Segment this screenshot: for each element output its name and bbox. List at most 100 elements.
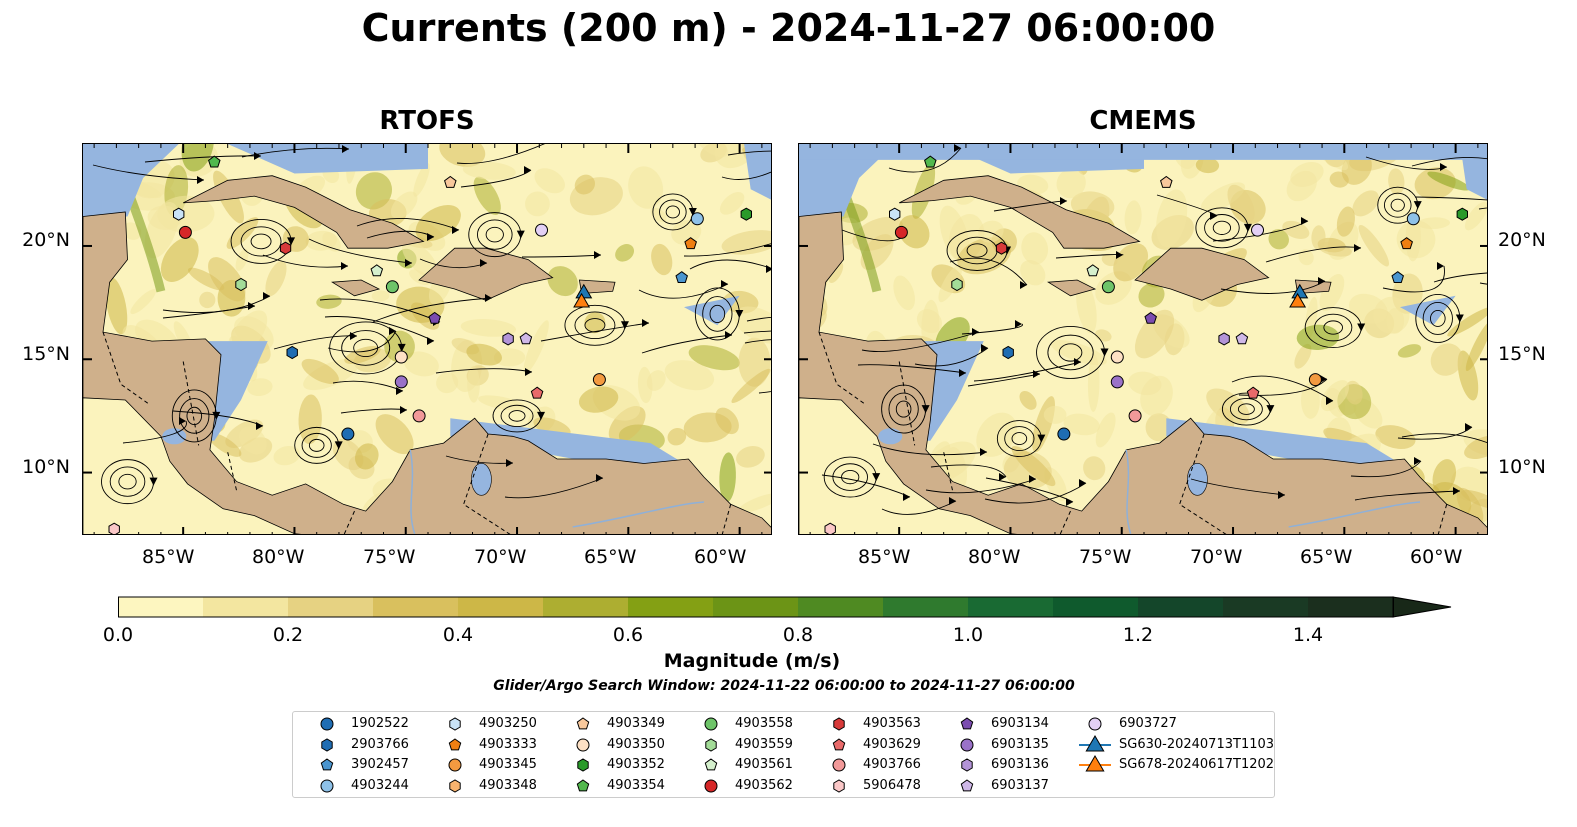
argo-marker-6903134[interactable]	[428, 311, 441, 324]
streamline-arrow	[1440, 163, 1447, 171]
legend-marker-icon[interactable]	[705, 737, 717, 752]
legend-marker-icon[interactable]	[576, 717, 590, 730]
argo-marker-4903563[interactable]	[995, 241, 1008, 255]
argo-marker-6903137[interactable]	[1235, 332, 1249, 345]
streamline	[1422, 302, 1453, 335]
country-border	[462, 433, 511, 534]
legend-glider-icon[interactable]	[1085, 755, 1105, 772]
argo-marker-4903352[interactable]	[740, 207, 752, 221]
pacific-area	[83, 397, 302, 534]
legend-marker-icon[interactable]	[960, 717, 974, 730]
map-panel-cmems[interactable]	[798, 143, 1488, 535]
argo-marker-4903354[interactable]	[208, 155, 221, 168]
argo-marker-4903766[interactable]	[1128, 409, 1142, 423]
argo-marker-4903563[interactable]	[279, 241, 292, 255]
streamline	[930, 464, 1007, 478]
colorbar-segment	[288, 597, 374, 617]
argo-marker-6903136[interactable]	[1218, 332, 1230, 346]
legend-marker-icon[interactable]	[448, 758, 462, 772]
legend-marker-icon[interactable]	[320, 758, 334, 771]
map-panel-rtofs[interactable]	[82, 143, 772, 535]
argo-marker-1902522[interactable]	[1057, 427, 1071, 441]
argo-marker-6903727[interactable]	[1251, 223, 1265, 237]
argo-marker-3902457[interactable]	[675, 271, 688, 283]
argo-marker-6903136[interactable]	[502, 332, 514, 346]
streamline	[841, 469, 860, 485]
streamline-arrow	[350, 332, 357, 340]
legend-marker-icon[interactable]	[833, 717, 845, 731]
argo-marker-4903345[interactable]	[592, 373, 606, 387]
argo-marker-2903766[interactable]	[1002, 345, 1014, 360]
legend-marker-icon[interactable]	[320, 717, 334, 731]
argo-marker-4903562[interactable]	[178, 225, 192, 239]
argo-marker-4903352[interactable]	[1456, 207, 1468, 221]
legend-marker-icon[interactable]	[961, 758, 973, 772]
argo-marker-4903561[interactable]	[370, 264, 384, 277]
lat-tick-label-right: 15°N	[1498, 343, 1546, 365]
argo-marker-4903559[interactable]	[235, 277, 247, 292]
argo-marker-6903135[interactable]	[1110, 375, 1124, 389]
argo-marker-5906478[interactable]	[824, 522, 836, 535]
legend-marker-icon[interactable]	[449, 717, 461, 731]
streamline-arrow	[620, 321, 629, 330]
legend-marker-icon[interactable]	[704, 717, 718, 731]
legend-marker-icon[interactable]	[960, 778, 974, 791]
legend-marker-icon[interactable]	[449, 778, 461, 793]
legend-marker-icon[interactable]	[1088, 717, 1102, 731]
streamline-arrow	[972, 328, 979, 336]
shelf-area	[684, 295, 740, 326]
map-canvas[interactable]	[799, 144, 1488, 535]
argo-marker-4903244[interactable]	[690, 212, 704, 226]
legend-label: 5906478	[863, 777, 921, 793]
legend-marker-icon[interactable]	[832, 758, 846, 772]
argo-marker-4903629[interactable]	[530, 386, 544, 399]
legend-label: 4903333	[479, 736, 537, 752]
argo-marker-4903350[interactable]	[1110, 350, 1124, 364]
legend-marker-icon[interactable]	[576, 738, 590, 751]
argo-marker-4903349[interactable]	[444, 175, 457, 188]
argo-marker-4903349[interactable]	[1160, 175, 1173, 188]
glider-marker-SG678-20240617T1202[interactable]	[573, 292, 591, 308]
legend-marker-icon[interactable]	[576, 778, 590, 791]
argo-marker-5906478[interactable]	[108, 522, 120, 535]
argo-marker-4903333[interactable]	[1400, 237, 1413, 250]
argo-marker-4903766[interactable]	[412, 409, 426, 423]
argo-marker-4903345[interactable]	[1308, 373, 1322, 387]
legend-marker-icon[interactable]	[960, 738, 974, 751]
argo-marker-4903250[interactable]	[173, 207, 185, 221]
argo-marker-1902522[interactable]	[341, 427, 355, 441]
argo-marker-4903629[interactable]	[1246, 386, 1260, 399]
lat-tick-label-right: 10°N	[1498, 456, 1546, 478]
hexagon-marker-icon	[833, 778, 845, 793]
legend-glider-icon[interactable]	[1085, 734, 1105, 751]
legend-marker-icon[interactable]	[577, 758, 589, 772]
legend-marker-icon[interactable]	[320, 779, 334, 792]
argo-marker-4903250[interactable]	[889, 207, 901, 221]
argo-marker-4903558[interactable]	[1101, 280, 1115, 294]
streamline	[435, 368, 533, 374]
argo-marker-4903558[interactable]	[385, 280, 399, 294]
argo-marker-2903766[interactable]	[286, 345, 298, 360]
argo-marker-3902457[interactable]	[1391, 271, 1404, 283]
argo-marker-4903561[interactable]	[1086, 264, 1100, 277]
argo-marker-6903135[interactable]	[394, 375, 408, 389]
argo-marker-6903134[interactable]	[1144, 311, 1157, 324]
legend-marker-icon[interactable]	[832, 737, 846, 750]
argo-marker-4903559[interactable]	[951, 277, 963, 292]
argo-marker-4903244[interactable]	[1406, 212, 1420, 226]
colorbar-tick-label: 0.8	[782, 624, 814, 646]
glider-marker-SG678-20240617T1202[interactable]	[1289, 292, 1307, 308]
map-canvas[interactable]	[83, 144, 772, 535]
streamline-arrow	[766, 265, 771, 273]
legend-marker-icon[interactable]	[833, 778, 845, 793]
legend-marker-icon[interactable]	[704, 779, 718, 792]
argo-marker-4903333[interactable]	[684, 237, 697, 250]
legend-marker-icon[interactable]	[704, 758, 718, 771]
argo-marker-4903350[interactable]	[394, 350, 408, 364]
legend-marker-icon[interactable]	[321, 737, 333, 752]
argo-marker-6903137[interactable]	[519, 332, 533, 345]
argo-marker-4903562[interactable]	[894, 225, 908, 239]
legend-marker-icon[interactable]	[448, 737, 462, 750]
argo-marker-4903354[interactable]	[924, 155, 937, 168]
argo-marker-6903727[interactable]	[535, 223, 549, 237]
